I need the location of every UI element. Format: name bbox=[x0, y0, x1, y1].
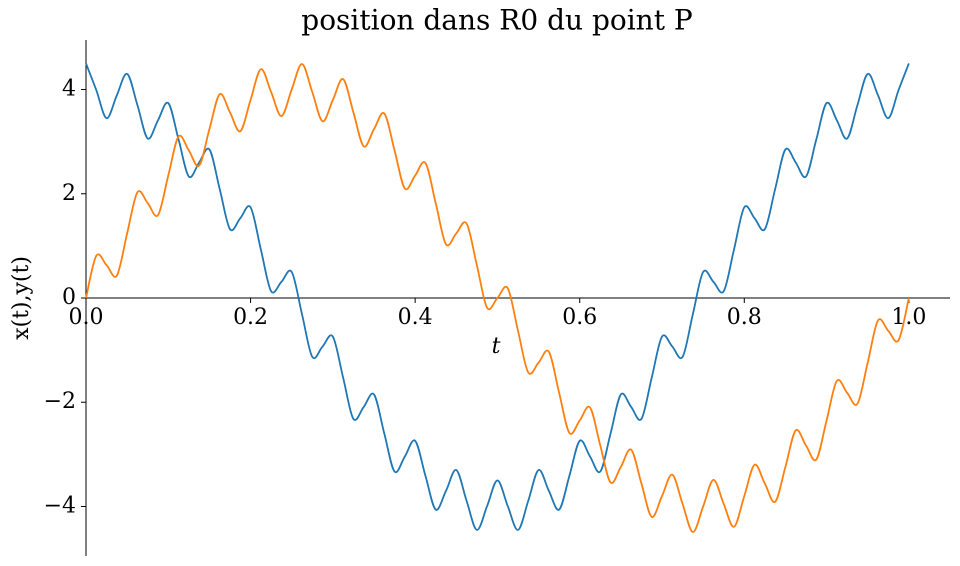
x-tick-label: 0.2 bbox=[233, 305, 268, 330]
y-tick-label: −2 bbox=[44, 389, 76, 414]
x-axis-label: t bbox=[492, 334, 501, 359]
x-tick-label: 0.8 bbox=[727, 305, 762, 330]
y-tick-label: 4 bbox=[62, 77, 76, 102]
y-tick-label: −4 bbox=[44, 493, 76, 518]
x-tick-label: 0.4 bbox=[398, 305, 433, 330]
y-tick-label: 0 bbox=[62, 285, 76, 310]
series-line bbox=[85, 63, 910, 531]
series-line bbox=[85, 63, 910, 533]
x-tick-label: 0.0 bbox=[69, 305, 104, 330]
x-tick-label: 1.0 bbox=[891, 305, 926, 330]
y-tick-label: 2 bbox=[62, 181, 76, 206]
chart-title: position dans R0 du point P bbox=[301, 4, 692, 37]
y-axis-label: x(t),y(t) bbox=[9, 256, 34, 340]
x-tick-label: 0.6 bbox=[562, 305, 597, 330]
